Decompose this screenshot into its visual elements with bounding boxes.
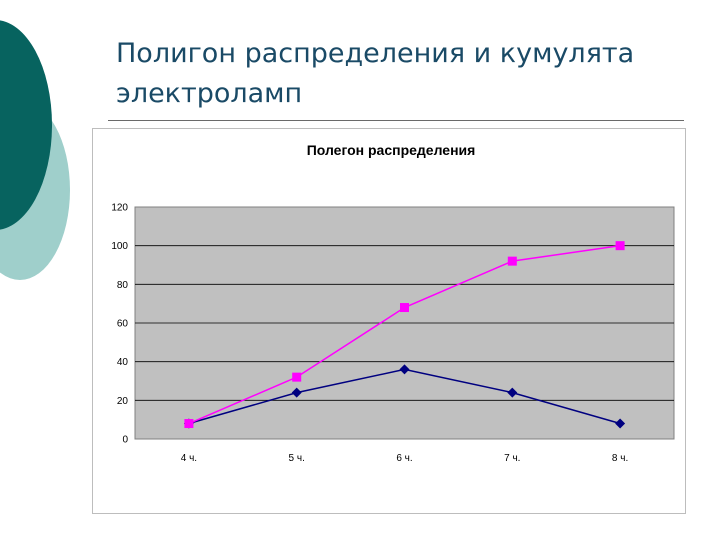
y-tick-label: 80 — [117, 280, 129, 291]
x-tick-label: 7 ч. — [504, 453, 520, 464]
slide-title-line1: Полигон распределения и кумулята — [116, 38, 635, 69]
y-tick-label: 60 — [117, 319, 129, 330]
y-tick-label: 120 — [111, 203, 128, 214]
x-tick-label: 4 ч. — [181, 453, 197, 464]
x-tick-label: 5 ч. — [289, 453, 305, 464]
diamond-marker — [399, 364, 410, 375]
chart-frame: Полегон распределения 0 20 40 60 80 100 120 4 … — [92, 128, 686, 514]
chart-title: Полегон распределения — [307, 142, 476, 158]
square-marker — [400, 303, 409, 313]
line-chart: Полегон распределения 0 20 40 60 80 100 120 4 … — [111, 142, 675, 464]
x-tick-label: 8 ч. — [612, 453, 628, 464]
deco-dark-circle — [0, 20, 52, 230]
x-tick-label: 6 ч. — [396, 453, 412, 464]
square-marker — [184, 419, 194, 429]
diamond-marker — [291, 387, 302, 398]
slide-title: Полигон распределения и кумулята электро… — [116, 34, 696, 114]
slide-decoration — [0, 20, 70, 280]
slide-title-line2: электроламп — [116, 78, 303, 109]
diamond-marker — [615, 418, 626, 429]
square-marker — [292, 372, 302, 382]
square-marker — [615, 241, 625, 251]
title-underline — [108, 120, 684, 121]
y-tick-label: 0 — [122, 435, 128, 446]
diamond-marker — [507, 387, 518, 398]
y-tick-label: 20 — [117, 396, 129, 407]
y-tick-label: 40 — [117, 357, 129, 368]
y-tick-label: 100 — [111, 241, 128, 252]
square-marker — [507, 256, 517, 266]
